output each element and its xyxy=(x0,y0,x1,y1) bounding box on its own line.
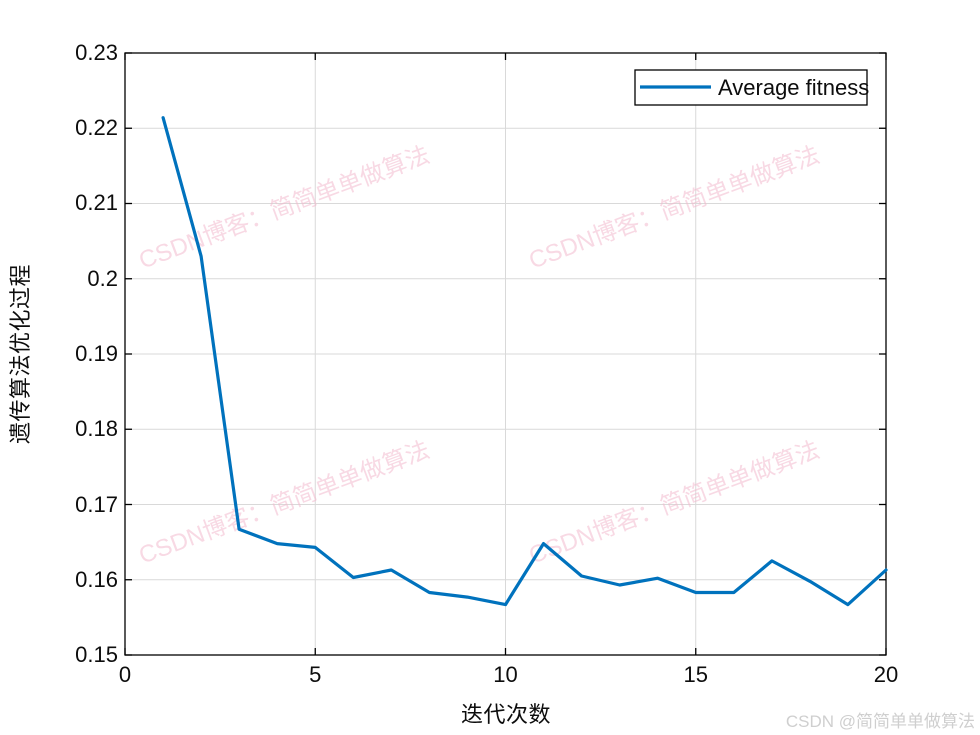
svg-text:0.21: 0.21 xyxy=(75,190,118,215)
svg-text:0.23: 0.23 xyxy=(75,40,118,65)
svg-text:0.17: 0.17 xyxy=(75,492,118,517)
svg-text:Average fitness: Average fitness xyxy=(718,75,869,100)
svg-text:10: 10 xyxy=(493,662,517,687)
svg-text:0.15: 0.15 xyxy=(75,642,118,667)
svg-text:15: 15 xyxy=(684,662,708,687)
svg-text:20: 20 xyxy=(874,662,898,687)
svg-text:CSDN @简简单单做算法: CSDN @简简单单做算法 xyxy=(786,712,975,731)
svg-text:0.19: 0.19 xyxy=(75,341,118,366)
svg-text:0: 0 xyxy=(119,662,131,687)
svg-text:遗传算法优化过程: 遗传算法优化过程 xyxy=(8,264,33,444)
svg-text:0.22: 0.22 xyxy=(75,115,118,140)
svg-text:5: 5 xyxy=(309,662,321,687)
svg-text:0.2: 0.2 xyxy=(87,266,118,291)
svg-text:0.18: 0.18 xyxy=(75,416,118,441)
svg-text:0.16: 0.16 xyxy=(75,567,118,592)
svg-text:迭代次数: 迭代次数 xyxy=(461,702,551,727)
